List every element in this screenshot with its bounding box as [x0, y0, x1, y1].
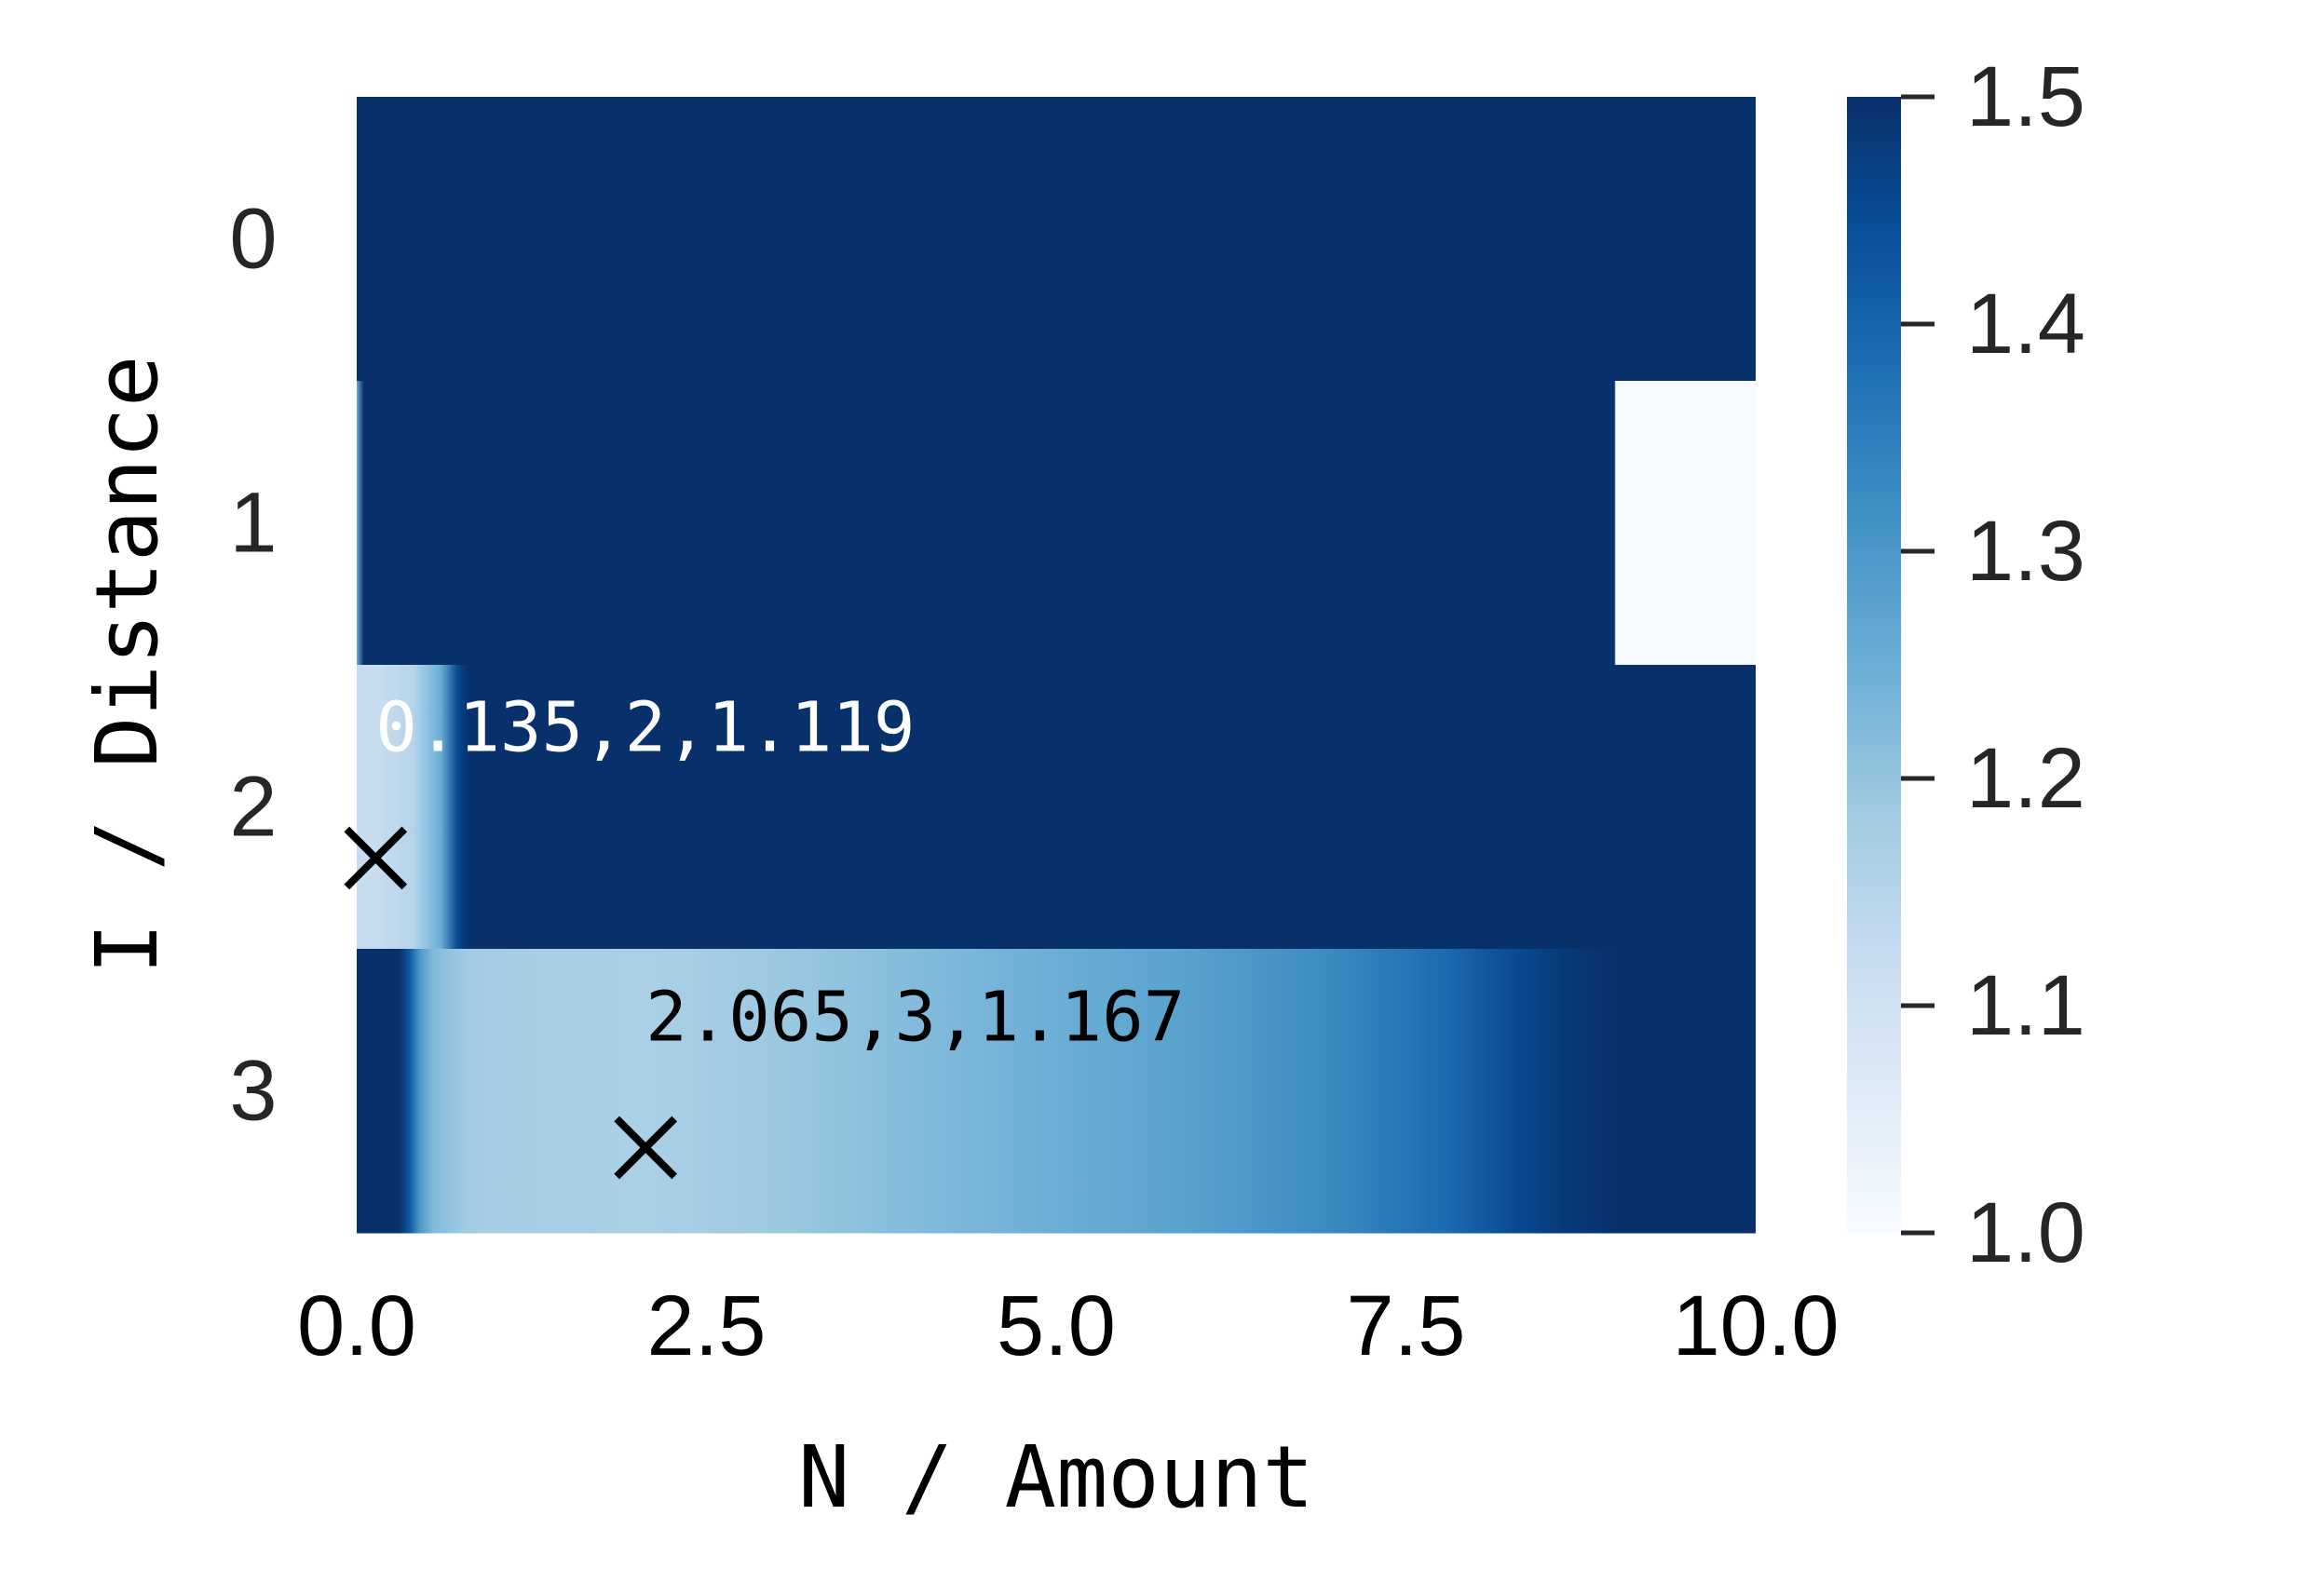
x-axis-ticks: 0.0 2.5 5.0 7.5 10.0: [297, 1278, 1839, 1373]
x-tick-label: 10.0: [1672, 1278, 1839, 1373]
x-tick-label: 5.0: [997, 1278, 1116, 1373]
heatmap-row-0: [357, 97, 1756, 382]
colorbar-tick-label: 1.1: [1966, 958, 2085, 1053]
heatmap-row-2: [357, 665, 1756, 950]
colorbar-tick-label: 1.4: [1966, 277, 2085, 372]
colorbar-ticks: 1.0 1.1 1.2 1.3 1.4 1.5: [1901, 49, 2085, 1280]
colorbar: [1847, 97, 1901, 1233]
x-tick-label: 2.5: [647, 1278, 767, 1373]
y-axis-label: I / Distance: [77, 356, 177, 975]
marker-annotation: 0.135,2,1.119: [375, 688, 915, 768]
marker-x: [344, 826, 408, 890]
y-tick-label: 2: [229, 760, 277, 855]
y-tick-label: 3: [229, 1044, 277, 1139]
y-tick-label: 0: [229, 192, 277, 287]
y-tick-label: 1: [229, 476, 277, 571]
marker-annotation: 2.065,3,1.167: [645, 978, 1185, 1058]
colorbar-gradient: [1847, 97, 1901, 1233]
x-tick-label: 7.5: [1347, 1278, 1466, 1373]
x-tick-label: 0.0: [297, 1278, 416, 1373]
marker-x: [614, 1116, 677, 1180]
colorbar-tick-label: 1.5: [1966, 49, 2085, 144]
colorbar-tick-label: 1.0: [1966, 1185, 2085, 1280]
x-axis-label: N / Amount: [798, 1427, 1314, 1527]
heatmap-row-3: [357, 949, 1756, 1234]
markers: 0.135,2,1.119 2.065,3,1.167: [344, 688, 1185, 1180]
y-axis-ticks: 0 1 2 3: [229, 192, 277, 1139]
heatmap-row-1: [357, 381, 1756, 666]
colorbar-tick-label: 1.2: [1966, 731, 2085, 826]
heatmap-rows: [357, 97, 1756, 1234]
colorbar-tick-label: 1.3: [1966, 504, 2085, 599]
